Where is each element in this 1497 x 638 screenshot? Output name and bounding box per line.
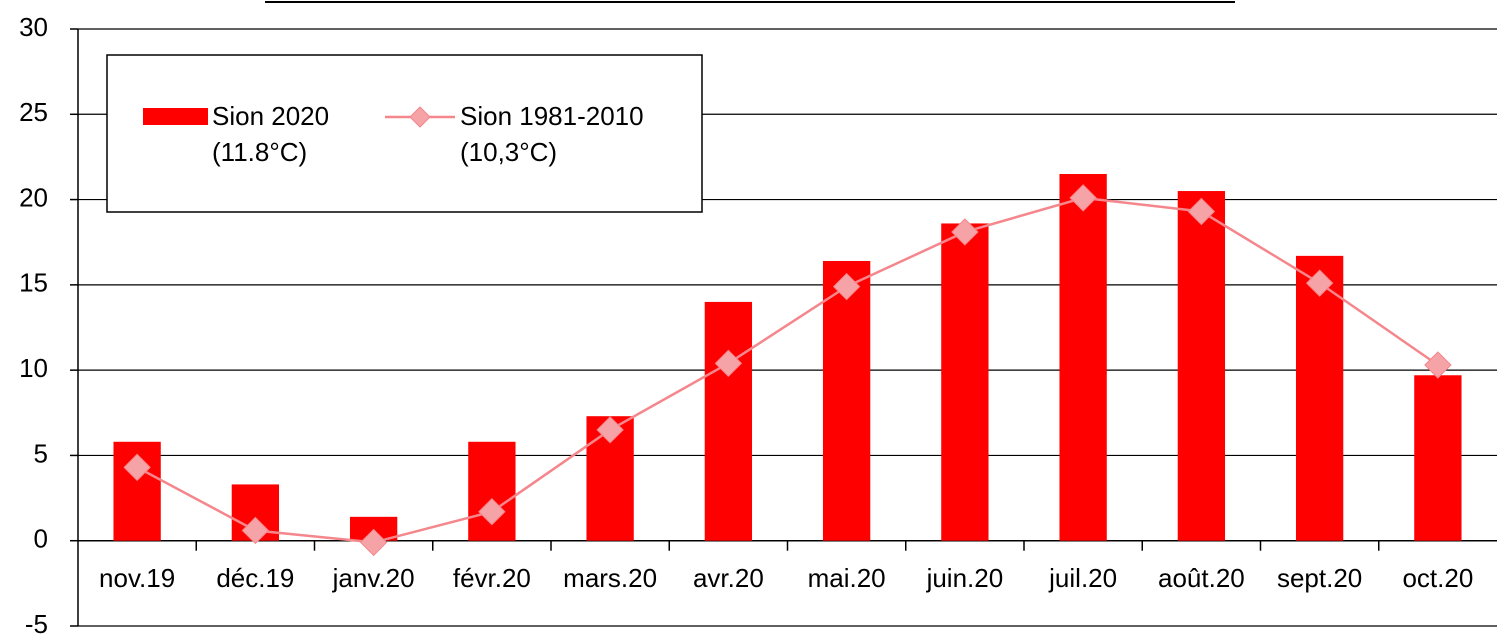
y-tick-label: 25	[19, 97, 48, 127]
x-tick-label: avr.20	[693, 563, 764, 593]
y-tick-label: 30	[19, 12, 48, 42]
bar	[1059, 173, 1107, 541]
line	[136, 196, 1439, 544]
bar	[822, 260, 871, 541]
x-tick-label: oct.20	[1402, 563, 1473, 593]
x-tick-label: juil.20	[1048, 563, 1117, 593]
bar	[1295, 255, 1344, 541]
y-tick-label: 10	[19, 353, 48, 383]
marker	[951, 218, 979, 246]
bar	[468, 441, 516, 541]
bar	[1414, 375, 1462, 541]
x-tick-label: févr.20	[453, 563, 531, 593]
legend-box	[106, 54, 703, 213]
y-tick-label: 5	[34, 438, 48, 468]
legend-label: Sion 2020 (11.8°C)	[212, 101, 330, 167]
legend-marker	[409, 106, 431, 128]
marker	[1187, 197, 1216, 226]
marker	[596, 416, 624, 444]
marker	[832, 272, 861, 301]
marker	[241, 516, 270, 545]
x-tick-label: août.20	[1158, 563, 1245, 593]
marker	[1424, 351, 1452, 379]
x-tick-label: déc.19	[216, 563, 294, 593]
y-tick-label: -5	[25, 609, 48, 638]
marker	[359, 528, 388, 557]
x-tick-label: nov.19	[99, 563, 175, 593]
x-tick-label: janv.20	[332, 563, 415, 593]
y-tick-label: 0	[34, 524, 48, 554]
y-tick-label: 15	[19, 268, 48, 298]
marker	[1069, 184, 1097, 212]
y-tick-label: 20	[19, 182, 48, 212]
x-tick-label: mai.20	[808, 563, 886, 593]
legend-label: Sion 1981-2010 (10,3°C)	[460, 101, 644, 167]
x-tick-label: sept.20	[1277, 563, 1362, 593]
bar	[941, 223, 989, 541]
marker	[714, 349, 743, 378]
marker	[123, 453, 151, 482]
marker	[1305, 269, 1334, 297]
bar	[704, 301, 753, 541]
bar	[1177, 191, 1226, 541]
legend-swatch	[143, 108, 208, 125]
x-tick-label: juin.20	[926, 563, 1004, 593]
marker	[478, 498, 506, 526]
x-tick-label: mars.20	[563, 563, 657, 593]
